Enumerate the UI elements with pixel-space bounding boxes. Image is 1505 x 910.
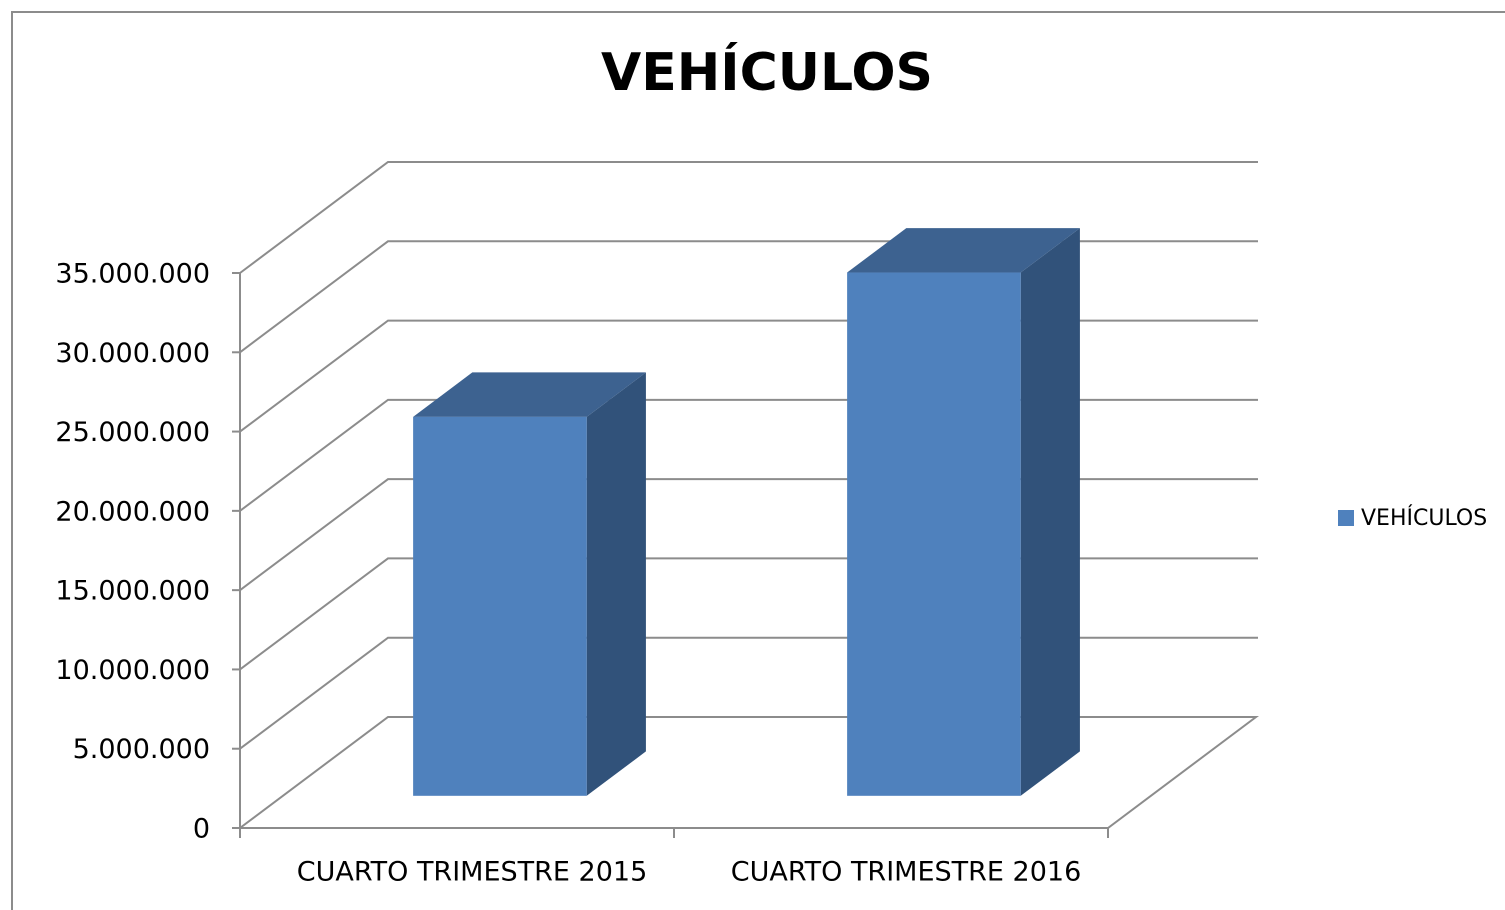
y-tick-label: 0 <box>193 814 210 845</box>
grid-line <box>239 557 1258 671</box>
grid-line <box>239 161 1258 274</box>
legend-label: VEHÍCULOS <box>1361 505 1487 531</box>
bar-side <box>586 372 646 796</box>
y-tick-label: 10.000.000 <box>55 655 210 686</box>
floor <box>237 716 1259 829</box>
bar-top <box>847 228 1080 273</box>
y-tick-label: 5.000.000 <box>73 734 210 765</box>
y-tick-label: 35.000.000 <box>55 259 210 290</box>
bar-side <box>1020 228 1080 796</box>
chart-title: VEHÍCULOS <box>601 42 933 103</box>
y-tick-label: 15.000.000 <box>55 576 210 607</box>
legend-swatch <box>1338 510 1354 526</box>
chart-border <box>11 11 1505 910</box>
y-tick-label: 20.000.000 <box>55 496 210 527</box>
bar <box>847 272 1021 796</box>
grid-line <box>239 478 1258 591</box>
grid-line <box>239 319 1258 433</box>
x-tick-label: CUARTO TRIMESTRE 2015 <box>297 857 648 888</box>
y-tick-label: 25.000.000 <box>55 417 210 448</box>
bar <box>413 416 587 796</box>
grid-line <box>239 398 1258 512</box>
grid-line <box>239 636 1258 750</box>
grid-line <box>239 240 1258 354</box>
y-tick-label: 30.000.000 <box>55 338 210 369</box>
x-tick-label: CUARTO TRIMESTRE 2016 <box>731 857 1082 888</box>
bar-top <box>413 372 646 417</box>
